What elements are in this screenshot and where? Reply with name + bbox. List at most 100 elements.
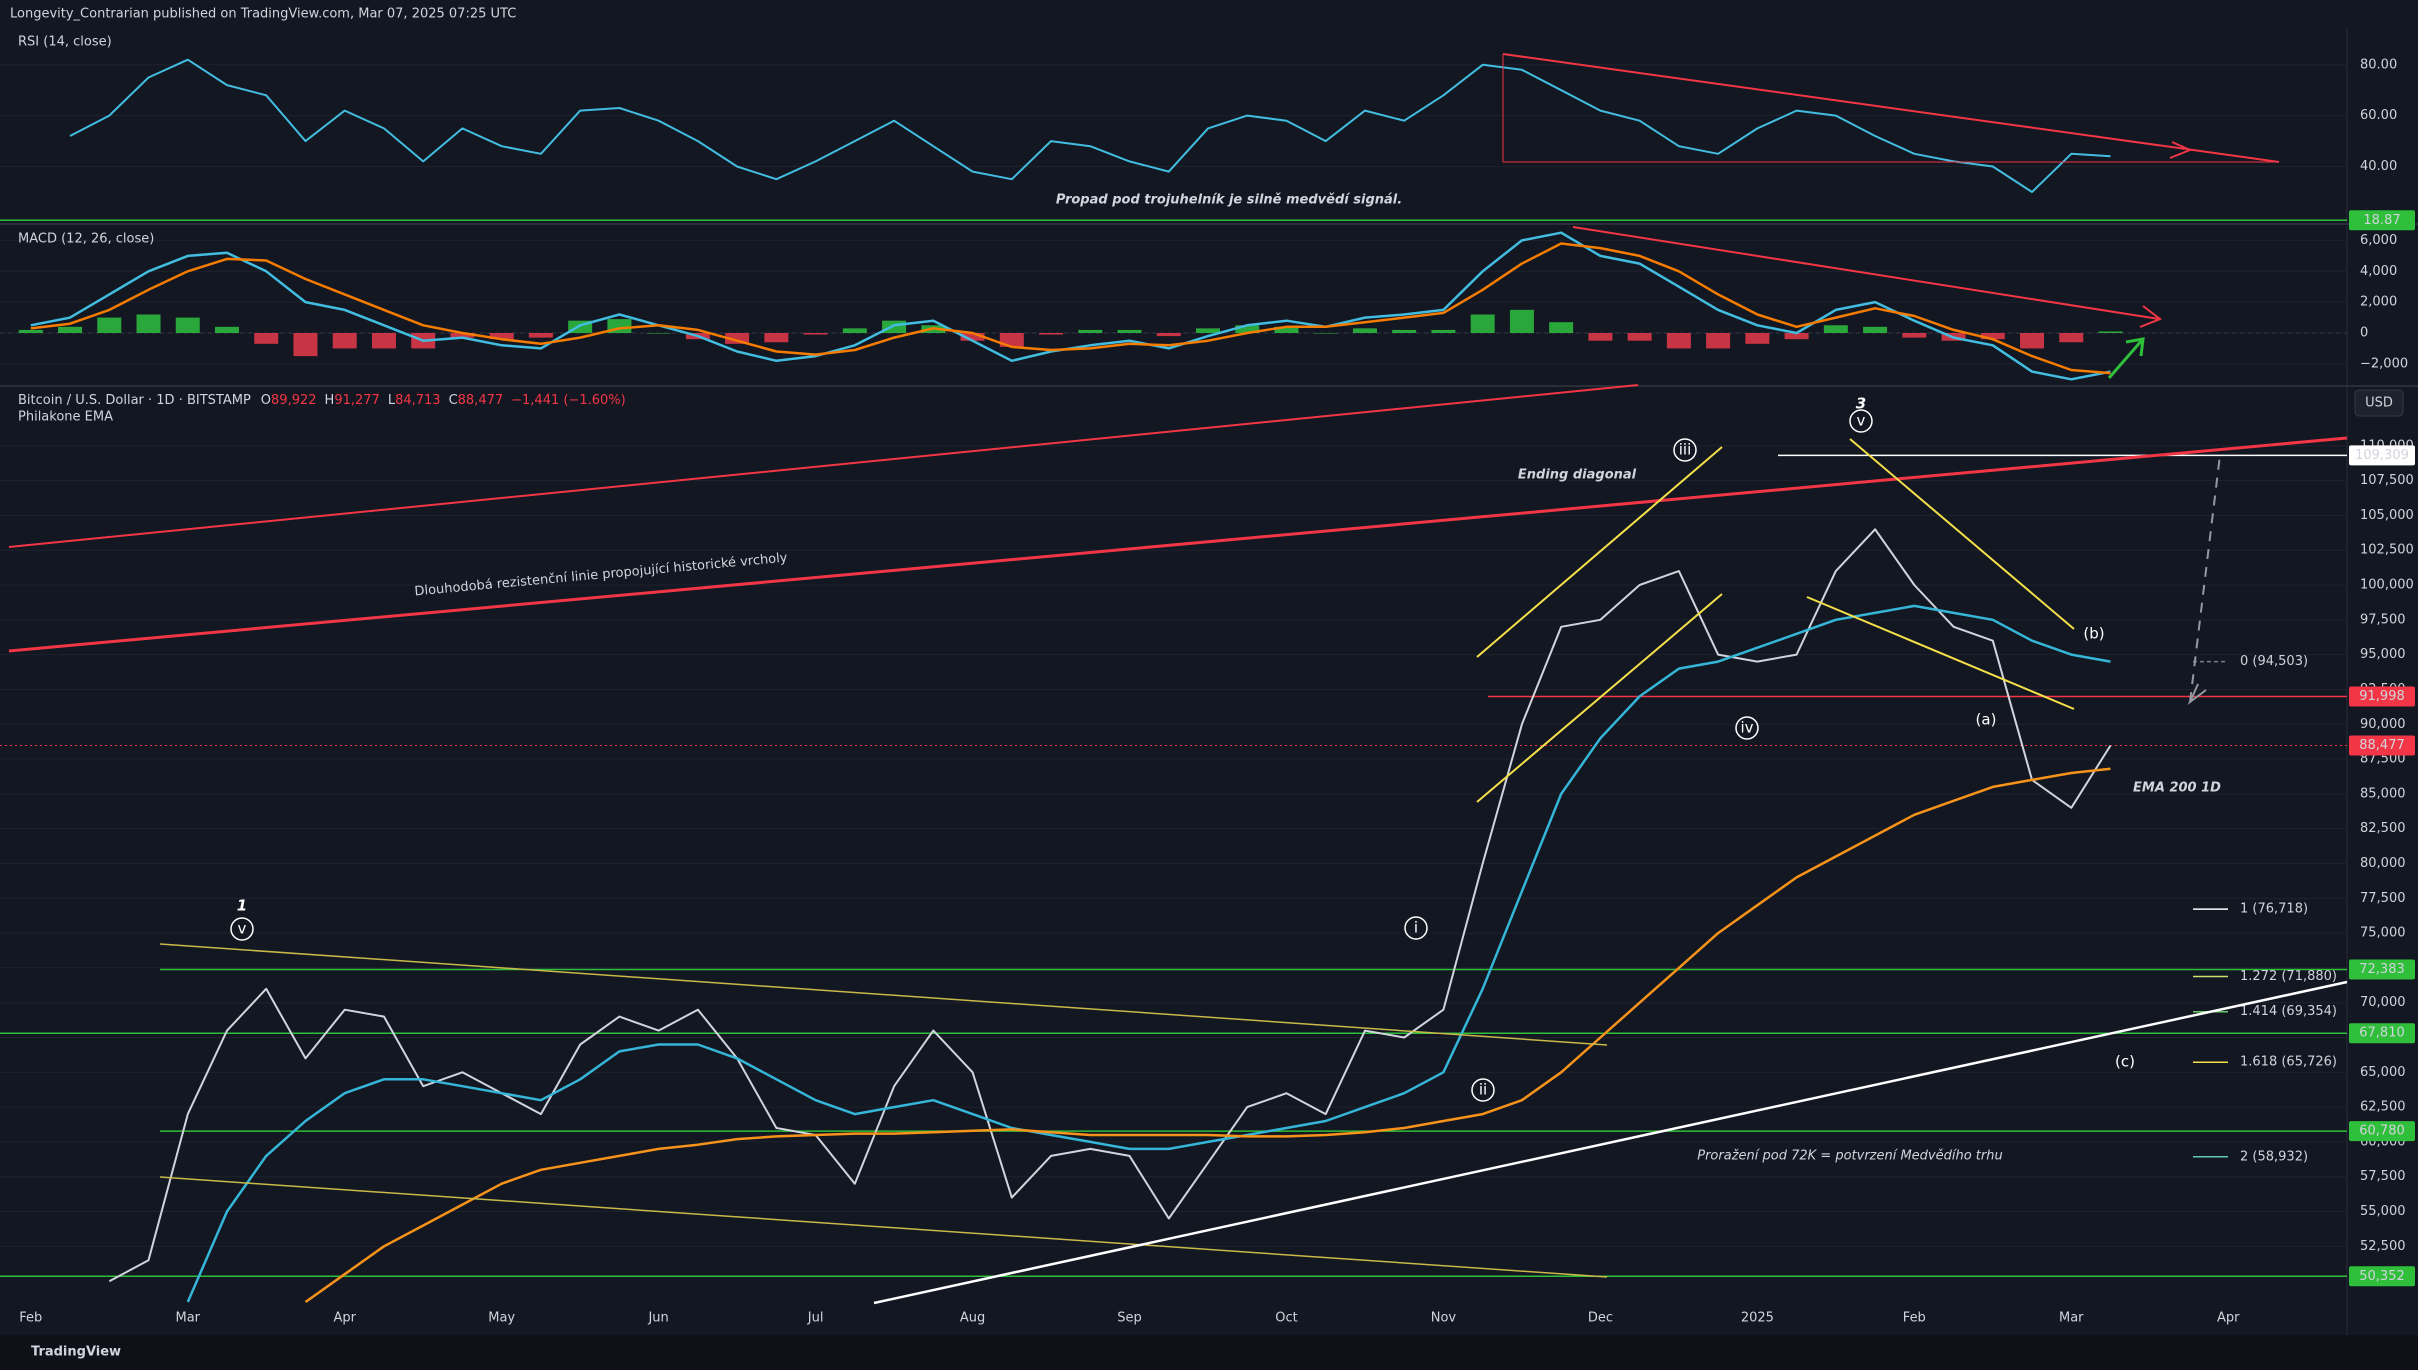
wave-circle (1471, 1078, 1495, 1102)
y-tick-label: 40.00 (2360, 159, 2397, 174)
histogram-bar (1902, 333, 1927, 338)
histogram-bar (1196, 328, 1220, 333)
histogram-bar (1392, 329, 1417, 333)
histogram-bar (371, 333, 396, 349)
histogram-bar (1745, 333, 1770, 344)
y-tick-label: 77,500 (2360, 891, 2406, 906)
histogram-bar (97, 317, 122, 333)
publisher: Longevity_Contrarian published on Tradin… (10, 7, 516, 22)
x-tick-label: Mar (2059, 1311, 2084, 1326)
level-box (2349, 445, 2415, 466)
brand[interactable]: TradingView (31, 1345, 121, 1360)
series-line (186, 604, 2111, 1303)
wave-label: ii (1479, 1081, 1487, 1099)
histogram-bar (1588, 333, 1613, 341)
rsi-arrow (2169, 141, 2193, 159)
annotation: EMA 200 1D (2133, 781, 2221, 796)
ohlc-value: 84,713 (395, 393, 441, 408)
ohlc-key: O (261, 393, 271, 408)
wave-label: 3 (1856, 395, 1866, 413)
ohlc-value: 89,922 (271, 393, 317, 408)
indicator-title: Philakone EMA (18, 410, 113, 425)
y-tick-label: 107,500 (2360, 473, 2414, 488)
pane-title: RSI (14, close) (18, 35, 112, 50)
y-tick-label: 62,500 (2360, 1100, 2406, 1115)
projection-arrow (2189, 454, 2221, 703)
histogram-bar (136, 314, 161, 333)
y-tick-label: 100,000 (2360, 578, 2414, 593)
level-box (2349, 1266, 2415, 1287)
x-tick-label: Mar (175, 1311, 200, 1326)
wave-label: (b) (2083, 625, 2104, 643)
macd-arrow (2139, 305, 2163, 328)
histogram-bar (1352, 328, 1377, 333)
histogram-bar (528, 333, 553, 338)
level-label: 72,383 (2359, 962, 2405, 977)
fib-label: 1.272 (71,880) (2240, 969, 2337, 984)
histogram-bar (1156, 333, 1181, 337)
histogram-bar (175, 317, 200, 333)
histogram-bar (1666, 333, 1691, 349)
level-box (2349, 686, 2415, 707)
histogram-bar (803, 333, 828, 335)
channel-upper (159, 943, 1608, 1046)
x-tick-label: Feb (1903, 1311, 1926, 1326)
support-line (873, 980, 2348, 1305)
currency[interactable]: USD (2365, 396, 2393, 411)
histogram-bar (1117, 329, 1142, 333)
x-tick-label: May (488, 1311, 515, 1326)
histogram-bar (882, 320, 907, 333)
wave-circle (1673, 438, 1697, 462)
y-tick-label: 55,000 (2360, 1204, 2406, 1219)
currency-box[interactable] (2354, 389, 2404, 417)
wedge-upper (1849, 438, 2075, 630)
histogram-bar (58, 326, 83, 333)
ohlc-key: H (325, 393, 335, 408)
level-label: 91,998 (2359, 689, 2405, 704)
histogram-bar (1274, 326, 1299, 333)
y-tick-label: 6,000 (2360, 233, 2397, 248)
y-tick-label: 60.00 (2360, 108, 2397, 123)
fib-label: 1 (76,718) (2240, 902, 2308, 917)
diagonal-upper (1476, 446, 1723, 658)
green-arrow (2107, 338, 2145, 379)
x-tick-label: Sep (1117, 1311, 1142, 1326)
level-label: 18.87 (2363, 213, 2400, 228)
symbol-legend: Bitcoin / U.S. Dollar · 1D · BITSTAMP O89… (18, 393, 626, 408)
x-tick-label: Apr (333, 1311, 356, 1326)
histogram-bar (999, 333, 1024, 347)
histogram-bar (1823, 325, 1848, 333)
level-label: 88,477 (2359, 738, 2405, 753)
x-tick-label: Feb (19, 1311, 42, 1326)
histogram-bar (2020, 333, 2045, 349)
wave-label: iii (1679, 441, 1692, 459)
wave-circle (1735, 716, 1759, 740)
histogram-bar (1627, 333, 1652, 341)
y-tick-label: 90,000 (2360, 717, 2406, 732)
y-tick-label: 4,000 (2360, 264, 2397, 279)
y-tick-label: −2,000 (2360, 356, 2408, 371)
series-line (30, 242, 2111, 375)
histogram-bar (1039, 333, 1064, 335)
symbol-title: Bitcoin / U.S. Dollar · 1D · BITSTAMP (18, 393, 251, 408)
histogram-bar (960, 333, 985, 341)
histogram-bar (646, 333, 671, 334)
histogram-bar (1509, 309, 1534, 333)
level-label: 60,780 (2359, 1124, 2405, 1139)
x-tick-label: Apr (2217, 1311, 2240, 1326)
wave-label: iv (1740, 719, 1753, 737)
y-tick-label: 57,500 (2360, 1169, 2406, 1184)
histogram-bar (1470, 314, 1495, 333)
histogram-bar (1078, 329, 1103, 333)
histogram-bar (332, 333, 357, 349)
ohlc-value: 88,477 (458, 393, 504, 408)
wave-circle (1849, 409, 1873, 433)
drawings (8, 53, 2348, 1305)
y-tick-label: 2,000 (2360, 295, 2397, 310)
x-tick-label: Aug (960, 1311, 985, 1326)
wedge-lower (1806, 596, 2075, 710)
wave-circle (1404, 916, 1428, 940)
pane-title: MACD (12, 26, close) (18, 232, 154, 247)
histogram-bar (1235, 325, 1260, 333)
histogram-bar (842, 328, 867, 333)
